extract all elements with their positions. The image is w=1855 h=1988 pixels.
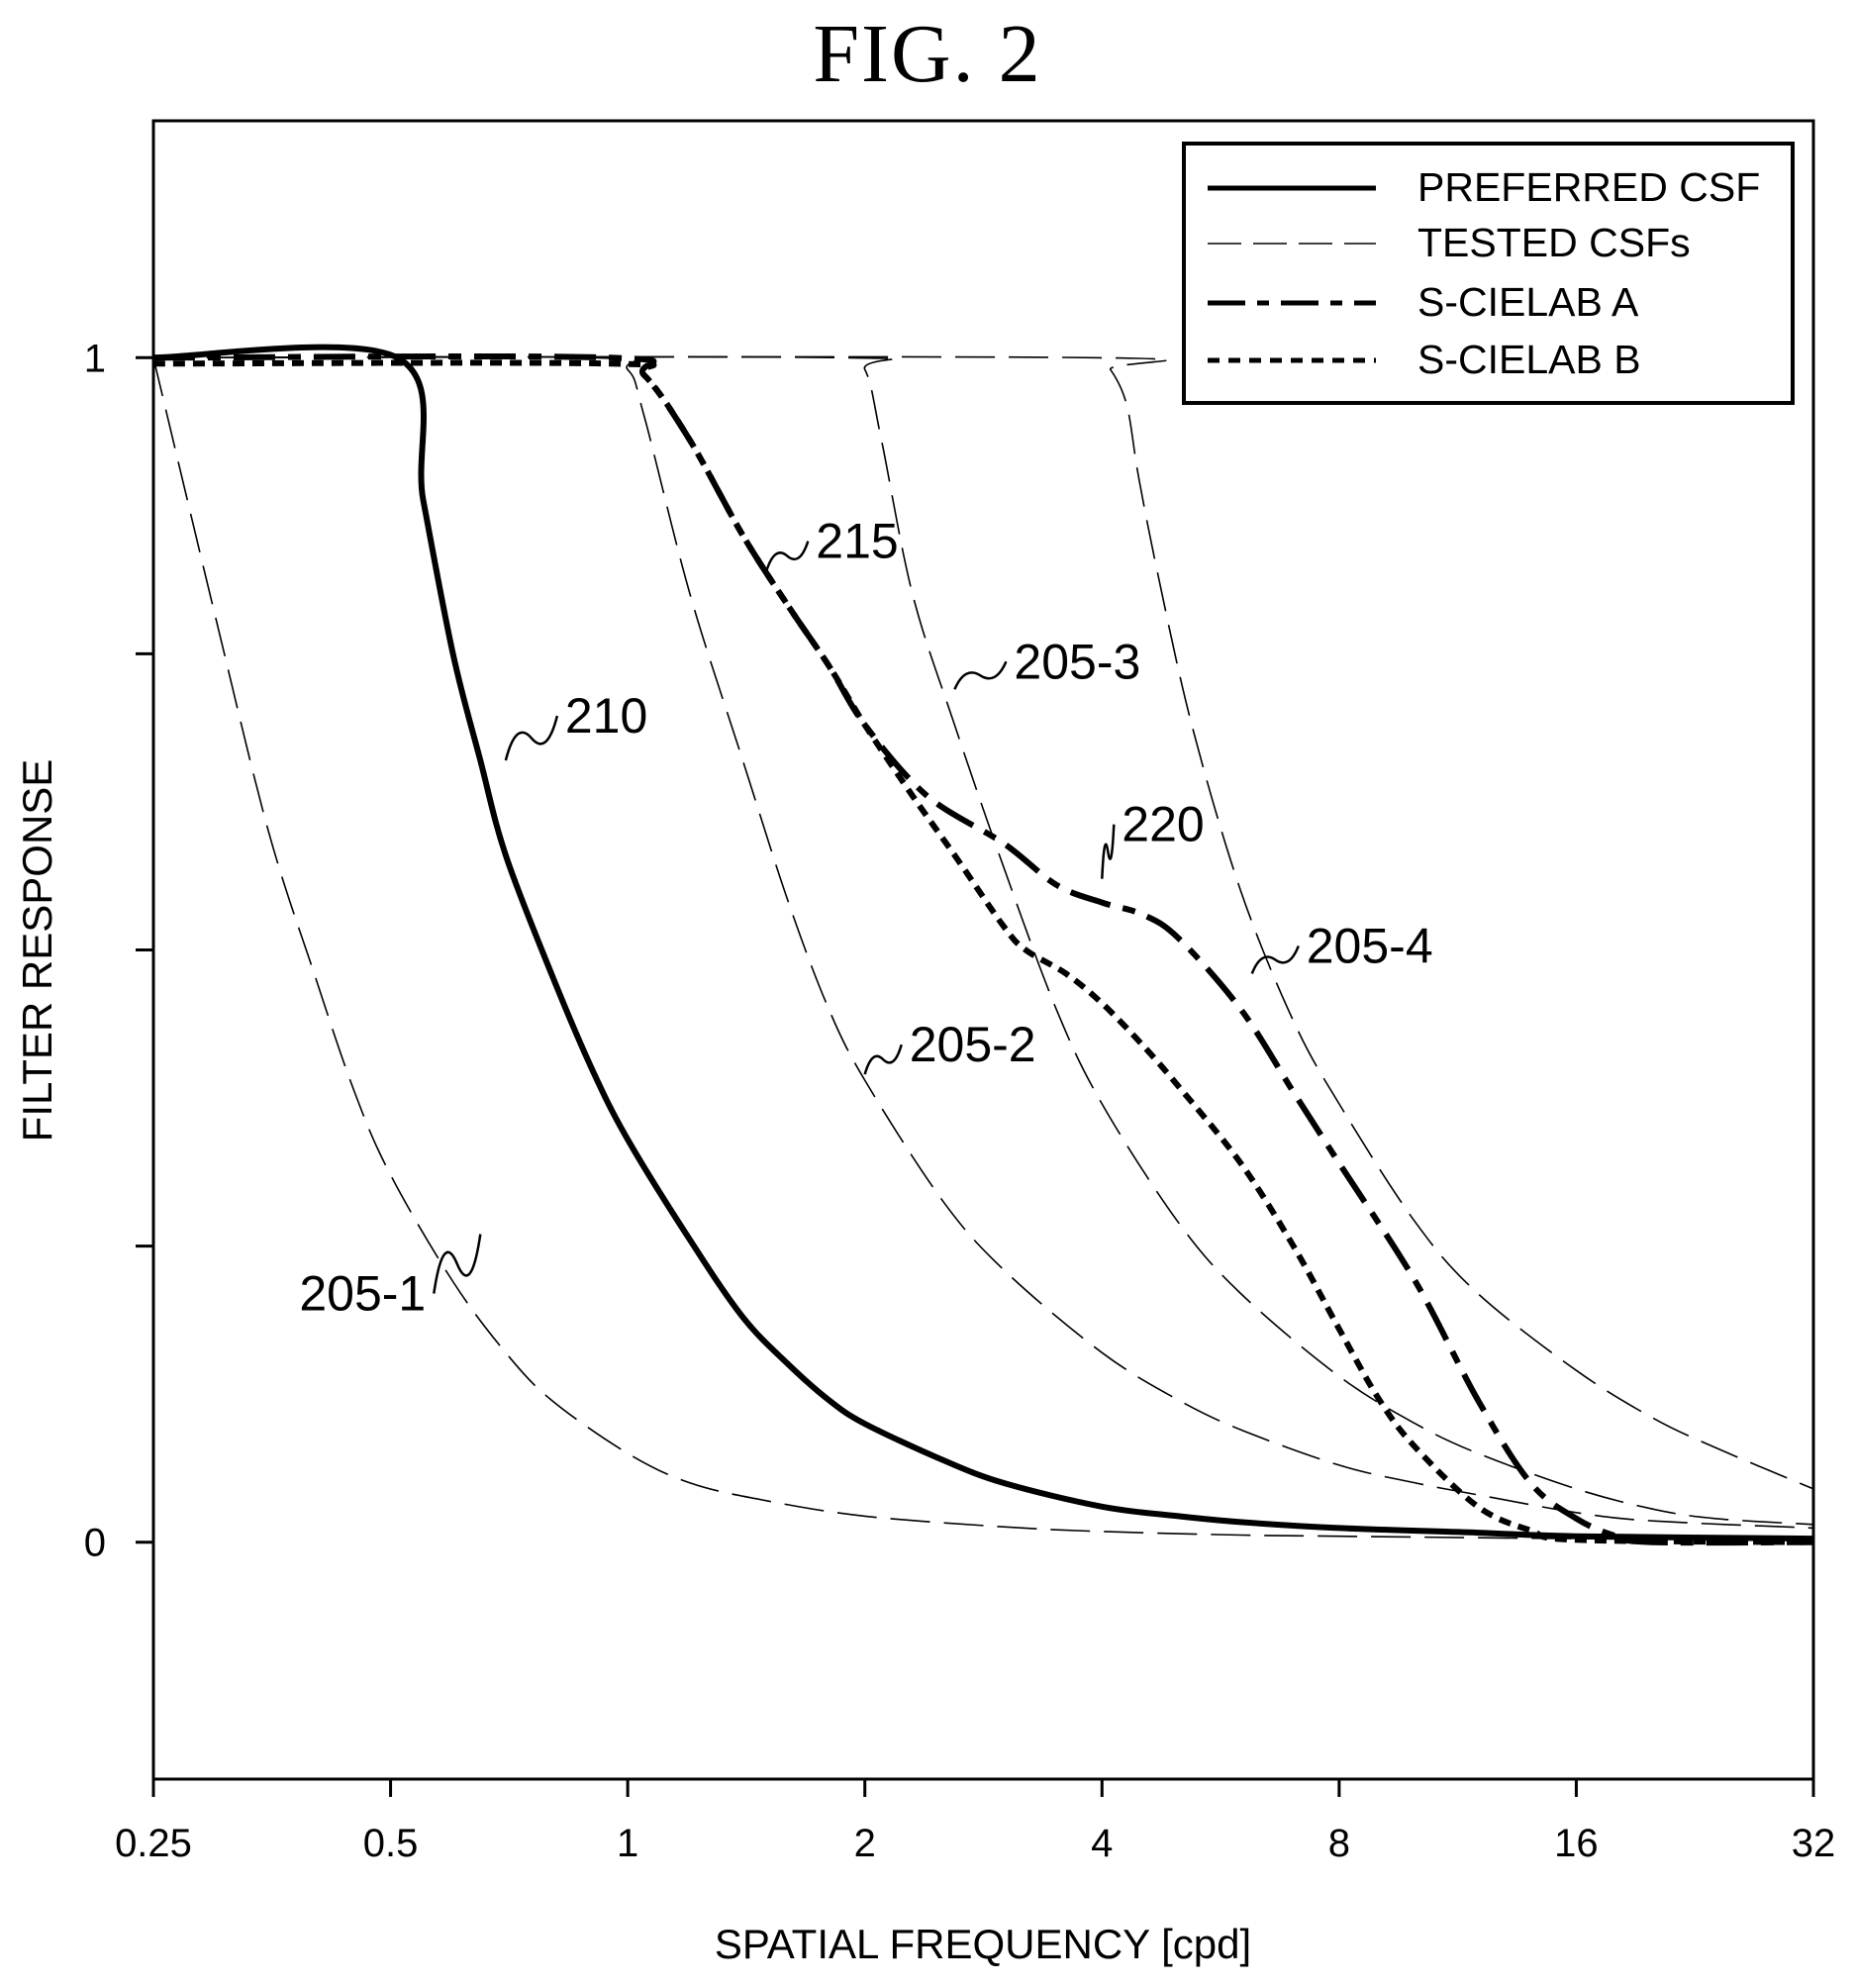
y-tick-label-0: 0 [84,1522,106,1565]
callout-label-205-4: 205-4 [1307,918,1433,973]
series-line-205-4 [152,355,1814,1490]
callout-label-220: 220 [1122,797,1204,852]
callout-leader-205-3 [953,660,1008,690]
axis-ticks: 0.25 0.5 1 2 4 8 16 32 0 1 [84,337,1836,1865]
callouts: 215 210 205-3 220 205-4 205-2 205-1 [299,514,1432,1322]
series-layer [152,344,1814,1546]
x-tick-label-2: 1 [617,1822,638,1865]
series-line-220 [152,352,1814,1546]
series-line-205-1 [152,357,1814,1541]
legend-label-tested-csfs: TESTED CSFs [1417,220,1691,265]
x-tick-label-3: 2 [854,1822,876,1865]
series-line-205-2 [152,355,1814,1530]
x-tick-label-6: 16 [1554,1822,1599,1865]
callout-label-205-3: 205-3 [1014,634,1140,689]
callout-label-210: 210 [565,688,647,744]
legend: PREFERRED CSF TESTED CSFs S-CIELAB A S-C… [1182,142,1795,405]
x-tick-label-0: 0.25 [115,1822,192,1865]
figure-title: FIG. 2 [813,8,1042,100]
callout-label-205-1: 205-1 [299,1266,426,1322]
x-tick-label-4: 4 [1091,1822,1113,1865]
legend-box [1182,142,1795,405]
y-tick-label-4: 1 [84,337,106,380]
series-line-215 [152,359,1814,1545]
callout-leader-215 [765,541,810,571]
series-line-205-3 [152,355,1814,1526]
callout-label-215: 215 [816,514,898,569]
y-axis-title: FILTER RESPONSE [14,759,60,1143]
x-tick-label-5: 8 [1328,1822,1350,1865]
x-tick-label-7: 32 [1792,1822,1836,1865]
callout-leader-210 [504,715,559,761]
legend-label-s-cielab-b: S-CIELAB B [1417,337,1641,382]
legend-label-preferred-csf: PREFERRED CSF [1417,164,1760,210]
callout-leader-205-4 [1250,944,1300,974]
series-line-210 [152,344,1814,1542]
callout-leader-205-2 [863,1044,903,1075]
x-tick-label-1: 0.5 [363,1822,419,1865]
x-axis-title: SPATIAL FREQUENCY [cpd] [715,1921,1251,1967]
callout-leader-220 [1101,824,1116,879]
callout-label-205-2: 205-2 [910,1017,1036,1072]
callout-leader-205-1 [433,1234,482,1294]
legend-label-s-cielab-a: S-CIELAB A [1417,279,1639,325]
